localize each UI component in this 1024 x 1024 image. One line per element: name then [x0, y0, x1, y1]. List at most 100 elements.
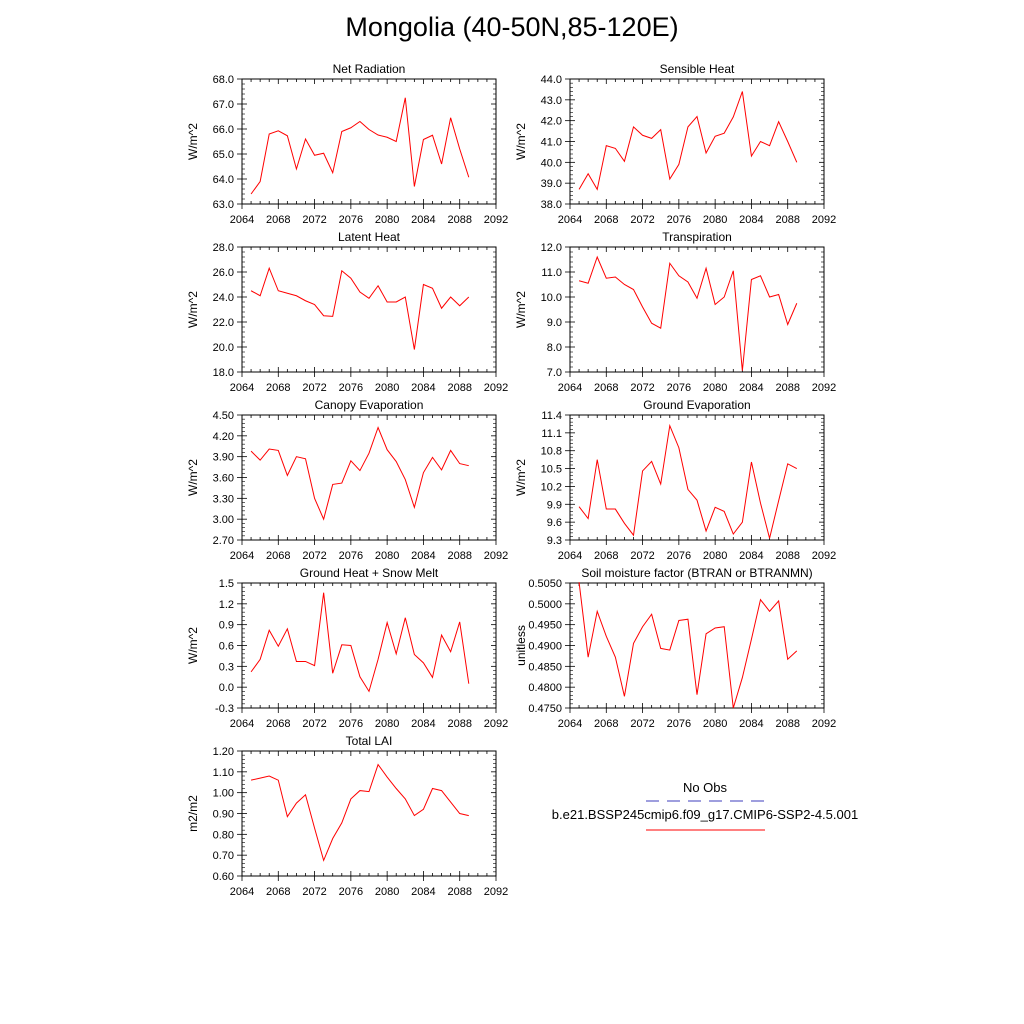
x-tick-label: 2072 — [302, 382, 326, 394]
y-tick-label: 3.00 — [213, 514, 234, 526]
series-line — [250, 426, 469, 521]
y-axis-label: W/m^2 — [186, 627, 200, 664]
x-tick-label: 2064 — [230, 886, 254, 898]
chart-panel: Net Radiation W/m^2 2064 2068 2072 2076 2080 20… — [186, 62, 508, 226]
chart-panel: Latent Heat W/m^2 2064 2068 2072 2076 2080 2084… — [186, 230, 508, 394]
x-tick-label: 2072 — [630, 214, 654, 226]
y-axis-label: W/m^2 — [186, 123, 200, 160]
y-tick-label: 63.0 — [213, 199, 234, 211]
x-tick-label: 2072 — [302, 718, 326, 730]
x-tick-label: 2088 — [447, 718, 471, 730]
y-tick-label: 4.20 — [213, 431, 234, 443]
panel-title: Transpiration — [662, 230, 732, 244]
x-tick-label: 2064 — [230, 382, 254, 394]
chart-panel: Total LAI m2/m2 2064 2068 2072 2076 2080 2084 20… — [186, 734, 508, 898]
y-tick-label: 10.5 — [541, 464, 562, 476]
y-tick-label: 3.90 — [213, 452, 234, 464]
x-tick-label: 2068 — [266, 886, 290, 898]
x-tick-label: 2064 — [558, 718, 582, 730]
panel-title: Ground Heat + Snow Melt — [300, 566, 439, 580]
x-tick-label: 2068 — [266, 382, 290, 394]
x-tick-label: 2084 — [411, 886, 435, 898]
y-axis-label: W/m^2 — [186, 291, 200, 328]
x-tick-label: 2076 — [339, 718, 363, 730]
y-tick-label: 9.9 — [547, 499, 562, 511]
x-tick-label: 2072 — [302, 214, 326, 226]
y-tick-label: 39.0 — [541, 178, 562, 190]
series-line — [578, 255, 798, 371]
chart-panel: Transpiration W/m^2 2064 2068 2072 2076 2080 20… — [514, 230, 836, 394]
x-tick-label: 2084 — [739, 214, 763, 226]
y-tick-label: 4.50 — [213, 410, 234, 422]
x-tick-label: 2088 — [775, 382, 799, 394]
x-tick-label: 2084 — [411, 382, 435, 394]
y-tick-label: 22.0 — [213, 317, 234, 329]
y-tick-label: 0.4850 — [528, 661, 562, 673]
x-tick-label: 2084 — [411, 550, 435, 562]
y-tick-label: 0.0 — [219, 682, 234, 694]
y-tick-label: 0.4750 — [528, 703, 562, 715]
x-tick-label: 2092 — [484, 718, 508, 730]
chart-panel: Sensible Heat W/m^2 2064 2068 2072 2076 2080 20… — [514, 62, 836, 226]
x-tick-label: 2092 — [812, 718, 836, 730]
x-tick-label: 2080 — [375, 214, 399, 226]
x-tick-label: 2072 — [630, 550, 654, 562]
y-axis-label: W/m^2 — [514, 459, 528, 496]
x-tick-label: 2088 — [447, 886, 471, 898]
y-axis-label: m2/m2 — [186, 795, 200, 832]
chart-panel: Canopy Evaporation W/m^2 2064 2068 2072 2076 2… — [186, 398, 508, 562]
y-tick-label: 0.5000 — [528, 599, 562, 611]
x-tick-label: 2064 — [230, 214, 254, 226]
x-tick-label: 2088 — [447, 550, 471, 562]
y-axis-label: unitless — [514, 625, 528, 666]
panel-title: Net Radiation — [333, 62, 406, 76]
x-tick-label: 2072 — [630, 718, 654, 730]
x-tick-label: 2088 — [775, 718, 799, 730]
x-tick-label: 2088 — [775, 214, 799, 226]
plot-frame — [569, 78, 825, 205]
y-tick-label: 28.0 — [213, 242, 234, 254]
y-tick-label: 24.0 — [213, 292, 234, 304]
x-tick-label: 2068 — [594, 718, 618, 730]
page-title: Mongolia (40-50N,85-120E) — [345, 12, 679, 42]
x-tick-label: 2064 — [558, 214, 582, 226]
chart-panel: Soil moisture factor (BTRAN or BTRANMN) u… — [514, 566, 836, 730]
x-tick-label: 2076 — [667, 718, 691, 730]
x-tick-label: 2080 — [703, 382, 727, 394]
x-tick-label: 2084 — [411, 718, 435, 730]
y-axis-label: W/m^2 — [514, 291, 528, 328]
x-tick-label: 2076 — [339, 214, 363, 226]
y-tick-label: 1.20 — [213, 746, 234, 758]
y-tick-label: 1.5 — [219, 578, 234, 590]
y-tick-label: 68.0 — [213, 74, 234, 86]
x-tick-label: 2072 — [302, 550, 326, 562]
y-tick-label: 40.0 — [541, 157, 562, 169]
x-tick-label: 2080 — [703, 214, 727, 226]
series-line — [578, 582, 798, 709]
x-tick-label: 2088 — [447, 214, 471, 226]
y-tick-label: 20.0 — [213, 342, 234, 354]
legend-obs-label: No Obs — [683, 780, 728, 795]
x-tick-label: 2068 — [594, 382, 618, 394]
x-tick-label: 2076 — [667, 382, 691, 394]
panel-title: Sensible Heat — [660, 62, 735, 76]
plot-frame — [569, 246, 825, 373]
chart-panel: Ground Evaporation W/m^2 2064 2068 2072 2076 2… — [514, 398, 836, 562]
series-line — [250, 266, 470, 350]
y-tick-label: 43.0 — [541, 95, 562, 107]
x-tick-label: 2092 — [484, 886, 508, 898]
x-tick-label: 2068 — [266, 718, 290, 730]
y-tick-label: 42.0 — [541, 116, 562, 128]
panel-title: Canopy Evaporation — [315, 398, 424, 412]
x-tick-label: 2084 — [739, 550, 763, 562]
y-tick-label: 11.1 — [541, 428, 562, 440]
x-tick-label: 2080 — [375, 550, 399, 562]
x-tick-label: 2092 — [812, 550, 836, 562]
y-tick-label: 10.2 — [541, 481, 562, 493]
y-tick-label: 0.60 — [213, 871, 234, 883]
plot-frame — [241, 582, 497, 709]
x-tick-label: 2068 — [266, 550, 290, 562]
x-tick-label: 2064 — [230, 718, 254, 730]
x-tick-label: 2072 — [302, 886, 326, 898]
y-tick-label: 44.0 — [541, 74, 562, 86]
